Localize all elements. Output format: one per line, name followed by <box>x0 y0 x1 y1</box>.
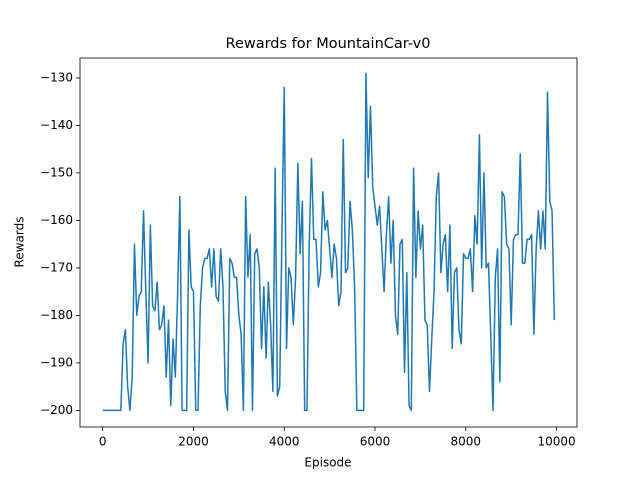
x-tick-label: 8000 <box>451 435 482 449</box>
x-tick-label: 0 <box>99 435 107 449</box>
x-tick-label: 10000 <box>537 435 575 449</box>
y-tick-label: −160 <box>40 213 73 227</box>
y-axis-label: Rewards <box>13 217 27 268</box>
x-tick-label: 6000 <box>360 435 391 449</box>
y-tick-label: −130 <box>40 70 73 84</box>
y-tick-label: −180 <box>40 308 73 322</box>
y-tick-label: −140 <box>40 118 73 132</box>
chart-title: Rewards for MountainCar-v0 <box>226 36 431 52</box>
x-axis-label: Episode <box>304 456 351 470</box>
y-tick-label: −190 <box>40 355 73 369</box>
line-series <box>102 72 556 412</box>
x-tick-label: 2000 <box>178 435 209 449</box>
y-tick-label: −170 <box>40 260 73 274</box>
y-tick-label: −150 <box>40 165 73 179</box>
y-tick-label: −200 <box>40 403 73 417</box>
plot-frame <box>79 57 578 428</box>
x-tick-label: 4000 <box>269 435 300 449</box>
